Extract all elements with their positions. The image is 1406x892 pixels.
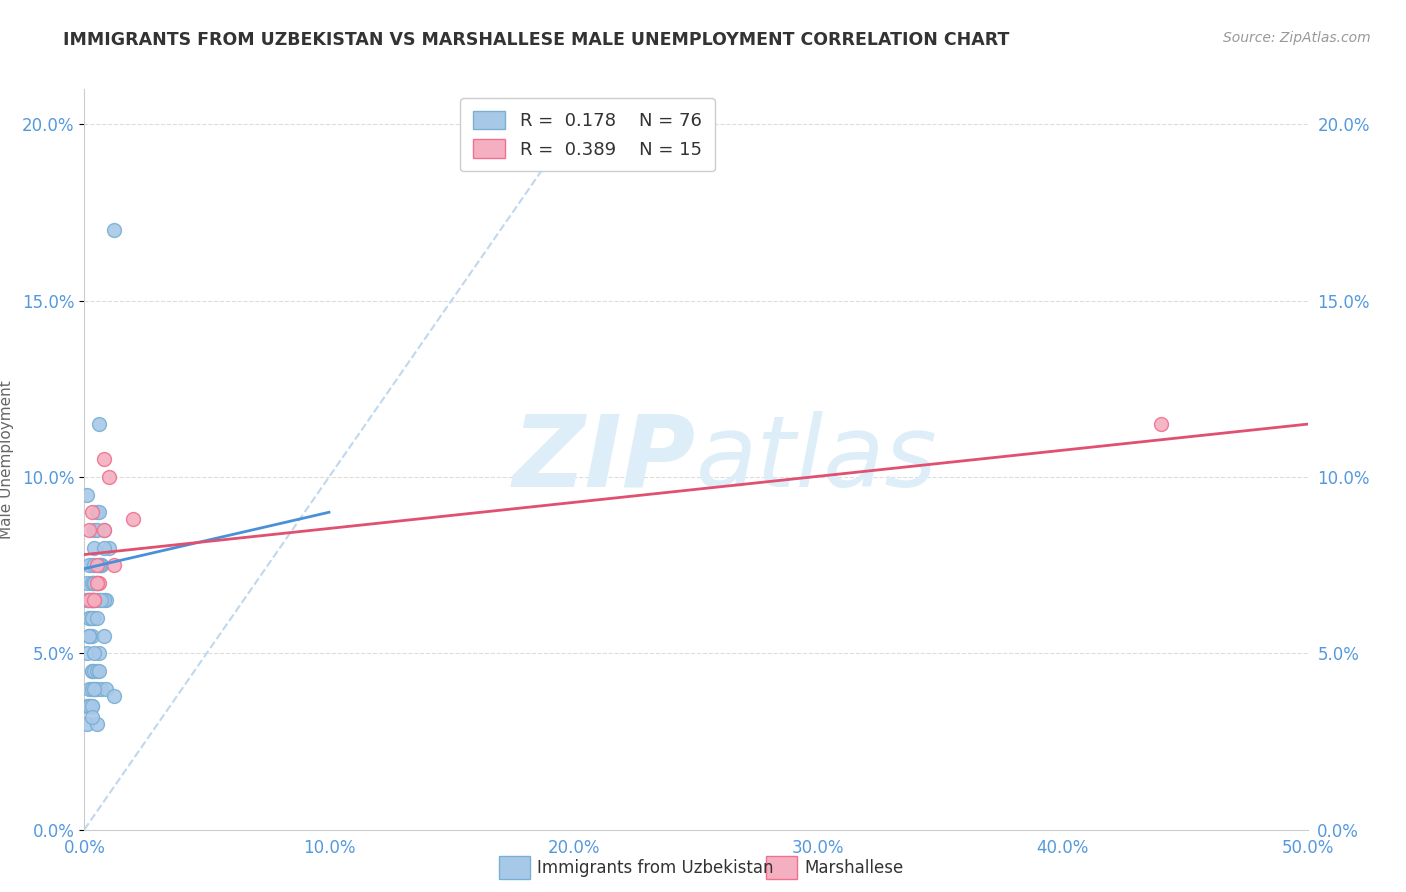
Point [103,689,125,703]
Text: atlas: atlas [696,411,938,508]
Point [86,716,108,731]
Point [87,575,110,590]
Point [96,681,118,696]
Point [93,629,115,643]
Text: ZIP: ZIP [513,411,696,508]
Point [86,611,108,625]
Point [86,575,108,590]
Point [90,593,112,607]
Point [90,681,112,696]
Point [86,558,108,573]
Point [80,593,103,607]
Text: IMMIGRANTS FROM UZBEKISTAN VS MARSHALLESE MALE UNEMPLOYMENT CORRELATION CHART: IMMIGRANTS FROM UZBEKISTAN VS MARSHALLES… [63,31,1010,49]
Point [86,575,108,590]
Point [93,523,115,537]
Point [80,558,103,573]
Point [77,593,100,607]
Point [80,575,103,590]
Point [80,505,103,519]
Point [80,611,103,625]
Point [1150,417,1173,431]
Point [76,593,98,607]
Point [76,699,98,714]
Point [80,710,103,724]
Point [86,523,108,537]
Point [83,575,105,590]
Point [86,575,108,590]
Point [86,681,108,696]
Point [80,593,103,607]
Point [93,541,115,555]
Point [83,664,105,678]
Point [77,681,100,696]
Point [87,505,110,519]
Point [83,593,105,607]
Point [77,629,100,643]
Point [83,558,105,573]
Point [83,593,105,607]
Point [90,558,112,573]
Point [80,593,103,607]
Point [80,593,103,607]
Point [77,699,100,714]
Text: Marshallese: Marshallese [804,859,904,877]
Point [76,646,98,660]
Y-axis label: Male Unemployment: Male Unemployment [0,380,14,539]
Text: Source: ZipAtlas.com: Source: ZipAtlas.com [1223,31,1371,45]
Point [90,558,112,573]
Point [83,646,105,660]
Point [80,681,103,696]
Point [87,593,110,607]
Legend: R =  0.178    N = 76, R =  0.389    N = 15: R = 0.178 N = 76, R = 0.389 N = 15 [460,98,714,171]
Point [77,699,100,714]
Point [80,699,103,714]
Point [83,523,105,537]
Point [87,417,110,431]
Point [97,541,120,555]
Point [87,664,110,678]
Point [80,699,103,714]
Point [83,611,105,625]
Point [76,575,98,590]
Point [80,575,103,590]
Point [77,593,100,607]
Point [83,575,105,590]
Point [83,681,105,696]
Point [77,523,100,537]
Point [80,629,103,643]
Point [83,541,105,555]
Point [87,558,110,573]
Point [76,488,98,502]
Point [86,593,108,607]
Point [87,558,110,573]
Point [80,664,103,678]
Point [80,611,103,625]
Point [93,523,115,537]
Point [76,716,98,731]
Point [83,681,105,696]
Point [77,611,100,625]
Point [77,611,100,625]
Point [93,452,115,467]
Point [86,575,108,590]
Point [103,223,125,237]
Point [80,664,103,678]
Point [76,593,98,607]
Point [90,558,112,573]
Point [103,558,125,573]
Point [96,593,118,607]
Point [77,699,100,714]
Point [122,512,145,526]
Point [83,593,105,607]
Point [77,629,100,643]
Point [77,558,100,573]
Point [86,664,108,678]
Point [86,505,108,519]
Point [87,646,110,660]
Point [93,593,115,607]
Point [77,593,100,607]
Point [77,629,100,643]
Point [97,470,120,484]
Text: Immigrants from Uzbekistan: Immigrants from Uzbekistan [537,859,773,877]
